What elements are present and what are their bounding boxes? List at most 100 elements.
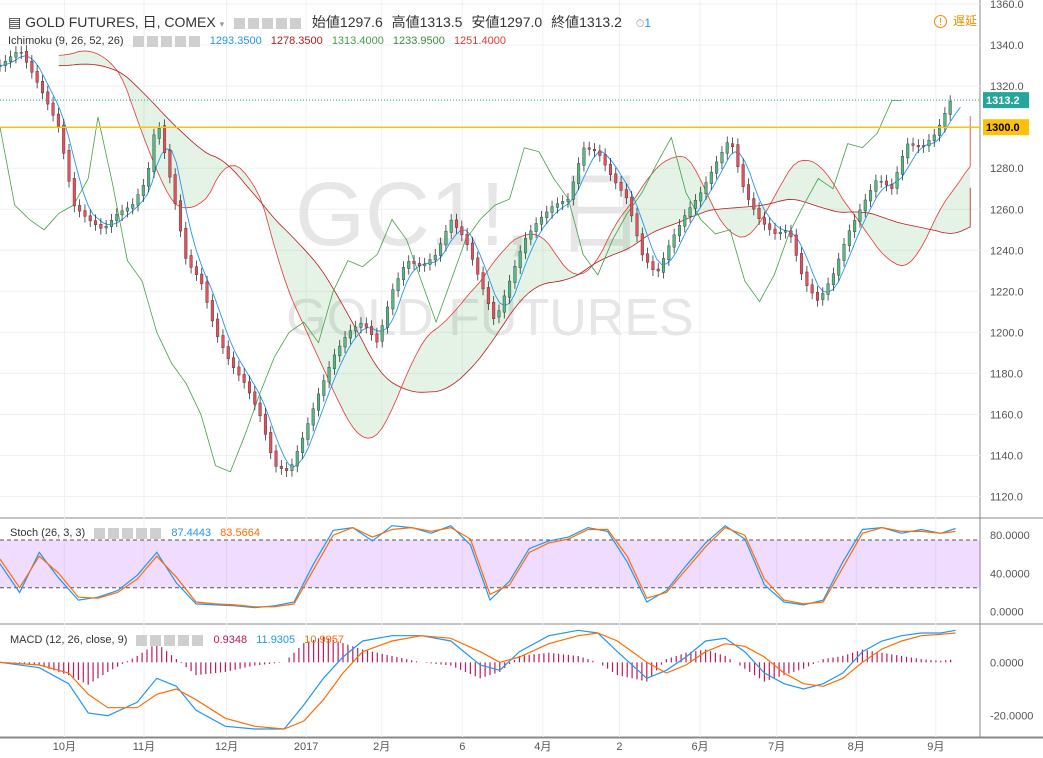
candle-up bbox=[529, 230, 533, 240]
ichimoku-value-5: 1251.4000 bbox=[453, 35, 506, 47]
stoch-legend[interactable]: Stoch (26, 3, 3) 87.4443 83.5664 bbox=[10, 527, 260, 539]
candle-down bbox=[178, 200, 182, 232]
candle-down bbox=[279, 465, 283, 469]
study-controls[interactable] bbox=[234, 17, 303, 29]
candle-up bbox=[115, 214, 119, 222]
candle-up bbox=[927, 139, 931, 147]
candle-up bbox=[14, 52, 18, 58]
time-axis-label: 2 bbox=[616, 741, 622, 753]
candle-down bbox=[741, 164, 745, 187]
candle-up bbox=[0, 65, 2, 67]
close-label: 終値 bbox=[551, 14, 580, 30]
macd-legend[interactable]: MACD (12, 26, close, 9) 0.9348 11.9305 1… bbox=[10, 634, 344, 646]
price-tick-label: 1220.0 bbox=[990, 286, 1024, 298]
time-axis-label: 10月 bbox=[53, 741, 76, 753]
price-tick-label: 1180.0 bbox=[990, 368, 1023, 380]
candle-down bbox=[269, 432, 273, 454]
time-axis-label: 7月 bbox=[768, 741, 785, 753]
candle-up bbox=[407, 261, 411, 269]
symbol-title[interactable]: GOLD FUTURES, 日, COMEX bbox=[25, 14, 216, 30]
ichimoku-controls[interactable] bbox=[132, 35, 201, 47]
ichimoku-legend[interactable]: Ichimoku (9, 26, 52, 26) 1293.3500 1278.… bbox=[8, 35, 506, 47]
candle-up bbox=[709, 171, 713, 184]
candle-up bbox=[550, 206, 554, 213]
time-axis-label: 2017 bbox=[294, 741, 318, 753]
watermark-symbol: GC1!, 日 bbox=[295, 165, 645, 265]
candle-up bbox=[348, 330, 352, 339]
candle-down bbox=[364, 323, 368, 328]
time-axis-label: 6月 bbox=[691, 741, 708, 753]
candle-down bbox=[476, 257, 480, 275]
candle-down bbox=[465, 233, 469, 245]
stoch-controls[interactable] bbox=[94, 527, 163, 539]
candle-up bbox=[821, 293, 825, 300]
candle-down bbox=[608, 163, 612, 175]
open-label: 始値 bbox=[311, 14, 340, 30]
candle-down bbox=[417, 263, 421, 267]
candle-down bbox=[184, 227, 188, 259]
candle-up bbox=[720, 152, 724, 164]
candle-up bbox=[152, 134, 156, 173]
candle-up bbox=[699, 192, 703, 202]
candle-up bbox=[131, 204, 135, 209]
candle-up bbox=[662, 258, 666, 273]
candle-down bbox=[481, 272, 485, 290]
candle-up bbox=[386, 306, 390, 328]
candle-down bbox=[492, 302, 496, 319]
macd-tick-label: 0.0000 bbox=[990, 657, 1024, 669]
candle-up bbox=[826, 283, 830, 295]
price-tick-label: 1320.0 bbox=[990, 81, 1024, 93]
candle-up bbox=[338, 345, 342, 357]
candle-down bbox=[640, 233, 644, 256]
candle-down bbox=[752, 198, 756, 210]
candle-up bbox=[555, 203, 559, 208]
candle-down bbox=[253, 391, 257, 405]
candle-up bbox=[295, 451, 299, 467]
candle-up bbox=[9, 56, 13, 62]
stoch-tick-label: 40.0000 bbox=[990, 568, 1030, 580]
candle-up bbox=[502, 295, 506, 313]
last-price-tag-label: 1313.2 bbox=[986, 95, 1020, 107]
high-value: 1313.5 bbox=[419, 14, 463, 30]
candle-down bbox=[189, 255, 193, 268]
delay-badge[interactable]: ! 遅延 bbox=[933, 12, 977, 29]
chart-header: ▤ GOLD FUTURES, 日, COMEX ▾ 始値1297.6 高値13… bbox=[8, 12, 651, 32]
macd-label: MACD (12, 26, close, 9) bbox=[10, 634, 128, 646]
candle-up bbox=[778, 231, 782, 235]
candle-up bbox=[874, 180, 878, 192]
candle-up bbox=[3, 61, 7, 66]
candle-down bbox=[210, 300, 214, 322]
alert-icon[interactable]: ⏱ bbox=[635, 18, 645, 30]
macd-hist-value: 0.9348 bbox=[213, 634, 248, 646]
chevron-down-icon[interactable]: ▾ bbox=[219, 19, 225, 29]
candle-down bbox=[736, 144, 740, 167]
candle-down bbox=[884, 180, 888, 186]
candle-up bbox=[677, 225, 681, 237]
candle-down bbox=[205, 281, 209, 303]
candle-down bbox=[646, 253, 650, 263]
candle-up bbox=[120, 210, 124, 216]
candle-down bbox=[78, 205, 82, 212]
candle-down bbox=[173, 174, 177, 204]
candle-down bbox=[242, 374, 246, 383]
menu-icon[interactable]: ▤ bbox=[8, 14, 22, 30]
macd-controls[interactable] bbox=[136, 634, 205, 646]
stoch-k-value: 87.4443 bbox=[171, 527, 212, 539]
candle-up bbox=[784, 230, 788, 233]
candle-down bbox=[247, 381, 251, 394]
time-axis-label: 11月 bbox=[133, 741, 155, 753]
macd-signal-value: 10.9957 bbox=[304, 634, 344, 646]
stoch-k-line bbox=[0, 524, 956, 609]
candle-down bbox=[470, 242, 474, 260]
ichimoku-value-4: 1233.9500 bbox=[392, 35, 445, 47]
candle-down bbox=[40, 81, 44, 94]
candle-up bbox=[444, 230, 448, 246]
low-value: 1297.0 bbox=[499, 14, 543, 30]
ichimoku-lagging-span bbox=[0, 100, 902, 473]
candle-up bbox=[948, 101, 952, 115]
stoch-label: Stoch (26, 3, 3) bbox=[10, 527, 86, 539]
candle-down bbox=[94, 220, 98, 225]
candle-up bbox=[327, 367, 331, 383]
